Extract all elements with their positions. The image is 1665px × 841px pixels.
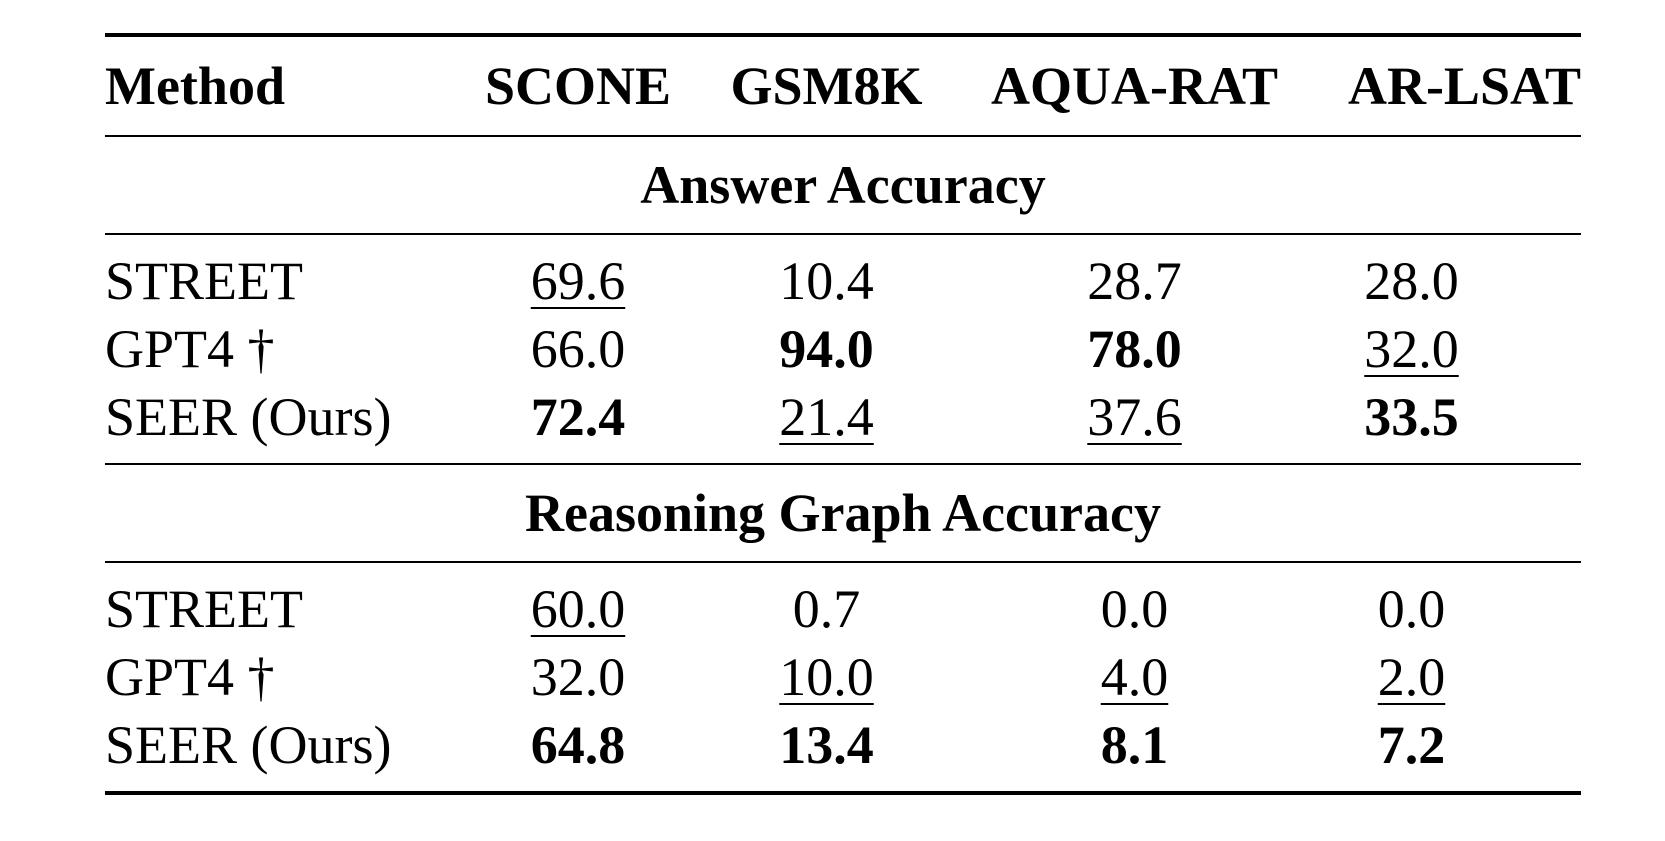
column-header-ar-lsat: AR-LSAT bbox=[1307, 33, 1581, 136]
table-header: Method SCONE GSM8K AQUA-RAT AR-LSAT bbox=[105, 33, 1581, 136]
value-cell: 94.0 bbox=[691, 315, 962, 383]
value-cell: 28.7 bbox=[962, 233, 1307, 315]
column-header-method: Method bbox=[105, 33, 465, 136]
score-value: 66.0 bbox=[530, 319, 626, 379]
value-cell: 2.0 bbox=[1307, 643, 1581, 711]
value-cell: 21.4 bbox=[691, 383, 962, 464]
value-cell: 64.8 bbox=[465, 711, 691, 795]
column-header-gsm8k: GSM8K bbox=[691, 33, 962, 136]
value-cell: 28.0 bbox=[1307, 233, 1581, 315]
score-value: 8.1 bbox=[1100, 715, 1169, 775]
value-cell: 4.0 bbox=[962, 643, 1307, 711]
score-value: 60.0 bbox=[530, 579, 626, 639]
score-value: 69.6 bbox=[530, 251, 626, 311]
value-cell: 0.0 bbox=[1307, 561, 1581, 643]
value-cell: 10.4 bbox=[691, 233, 962, 315]
score-value: 0.7 bbox=[792, 579, 861, 639]
value-cell: 66.0 bbox=[465, 315, 691, 383]
score-value: 13.4 bbox=[779, 715, 874, 775]
value-cell: 8.1 bbox=[962, 711, 1307, 795]
table-row: GPT4 † 32.0 10.0 4.0 2.0 bbox=[105, 643, 1581, 711]
table-row: STREET 69.6 10.4 28.7 28.0 bbox=[105, 233, 1581, 315]
section-title: Reasoning Graph Accuracy bbox=[105, 463, 1581, 562]
column-header-scone: SCONE bbox=[465, 33, 691, 136]
header-row: Method SCONE GSM8K AQUA-RAT AR-LSAT bbox=[105, 33, 1581, 136]
results-table-container: Method SCONE GSM8K AQUA-RAT AR-LSAT Answ… bbox=[105, 33, 1581, 795]
score-value: 28.0 bbox=[1364, 251, 1459, 311]
value-cell: 0.0 bbox=[962, 561, 1307, 643]
score-value: 0.0 bbox=[1377, 579, 1446, 639]
score-value: 32.0 bbox=[530, 647, 626, 707]
value-cell: 32.0 bbox=[1307, 315, 1581, 383]
score-value: 94.0 bbox=[779, 319, 874, 379]
score-value: 21.4 bbox=[779, 387, 874, 447]
column-header-aqua-rat: AQUA-RAT bbox=[962, 33, 1307, 136]
method-cell: SEER (Ours) bbox=[105, 711, 465, 795]
score-value: 32.0 bbox=[1364, 319, 1459, 379]
table-row: STREET 60.0 0.7 0.0 0.0 bbox=[105, 561, 1581, 643]
score-value: 7.2 bbox=[1377, 715, 1446, 775]
score-value: 33.5 bbox=[1364, 387, 1459, 447]
value-cell: 33.5 bbox=[1307, 383, 1581, 464]
value-cell: 60.0 bbox=[465, 561, 691, 643]
method-cell: STREET bbox=[105, 233, 465, 315]
score-value: 4.0 bbox=[1100, 647, 1169, 707]
section-header-row: Answer Accuracy bbox=[105, 135, 1581, 234]
score-value: 72.4 bbox=[530, 387, 626, 447]
table-body: Answer Accuracy STREET 69.6 10.4 28.7 28.0 GPT… bbox=[105, 135, 1581, 795]
score-value: 10.4 bbox=[779, 251, 874, 311]
value-cell: 37.6 bbox=[962, 383, 1307, 464]
value-cell: 13.4 bbox=[691, 711, 962, 795]
score-value: 10.0 bbox=[779, 647, 874, 707]
section-header-row: Reasoning Graph Accuracy bbox=[105, 463, 1581, 562]
method-cell: STREET bbox=[105, 561, 465, 643]
value-cell: 7.2 bbox=[1307, 711, 1581, 795]
results-table: Method SCONE GSM8K AQUA-RAT AR-LSAT Answ… bbox=[105, 33, 1581, 795]
table-row: SEER (Ours) 64.8 13.4 8.1 7.2 bbox=[105, 711, 1581, 795]
method-cell: GPT4 † bbox=[105, 319, 275, 379]
score-value: 64.8 bbox=[530, 715, 626, 775]
score-value: 0.0 bbox=[1100, 579, 1169, 639]
score-value: 37.6 bbox=[1087, 387, 1182, 447]
method-cell: GPT4 † bbox=[105, 647, 275, 707]
score-value: 28.7 bbox=[1087, 251, 1182, 311]
value-cell: 78.0 bbox=[962, 315, 1307, 383]
score-value: 2.0 bbox=[1377, 647, 1446, 707]
value-cell: 10.0 bbox=[691, 643, 962, 711]
value-cell: 69.6 bbox=[465, 233, 691, 315]
table-row: GPT4 † 66.0 94.0 78.0 32.0 bbox=[105, 315, 1581, 383]
score-value: 78.0 bbox=[1087, 319, 1182, 379]
value-cell: 0.7 bbox=[691, 561, 962, 643]
value-cell: 32.0 bbox=[465, 643, 691, 711]
section-title: Answer Accuracy bbox=[105, 135, 1581, 234]
value-cell: 72.4 bbox=[465, 383, 691, 464]
method-cell: SEER (Ours) bbox=[105, 387, 392, 447]
table-row: SEER (Ours) 72.4 21.4 37.6 33.5 bbox=[105, 383, 1581, 464]
